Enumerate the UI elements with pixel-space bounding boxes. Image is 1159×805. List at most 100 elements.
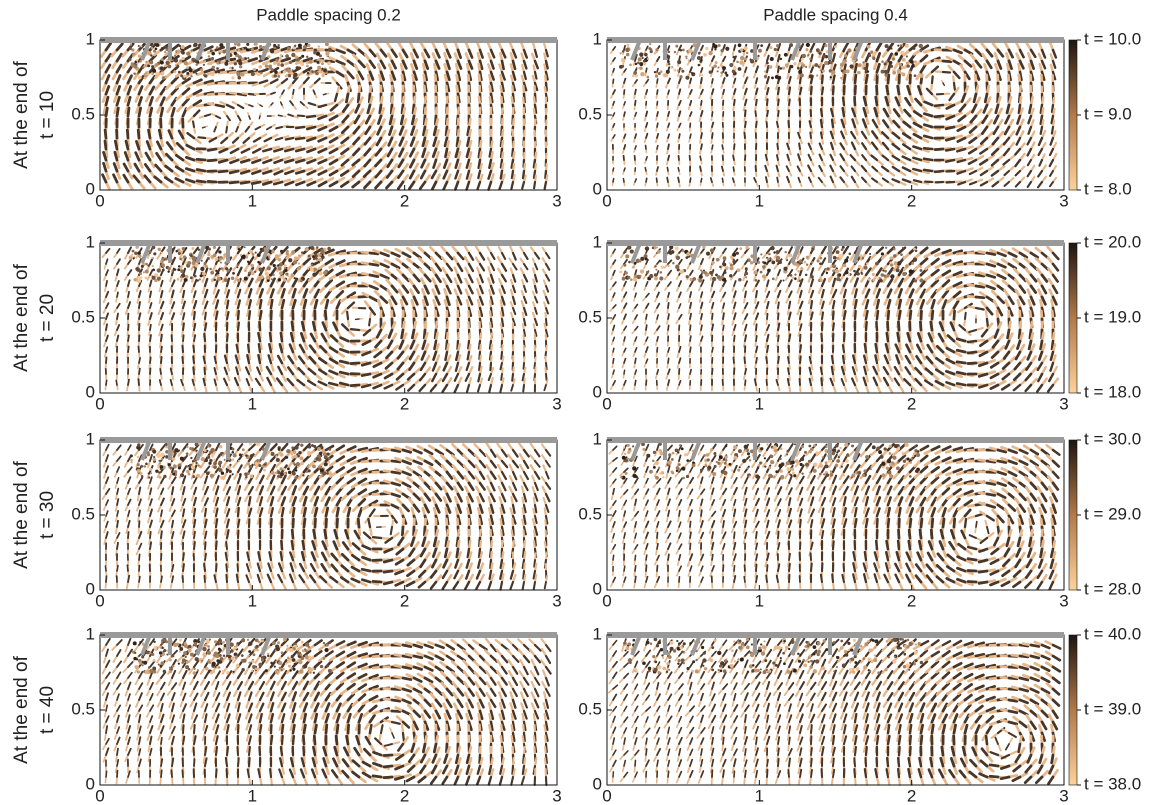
streak	[613, 359, 614, 363]
streak	[899, 385, 903, 391]
streak	[925, 102, 932, 105]
particle	[323, 271, 327, 275]
streak	[512, 171, 513, 178]
streak	[679, 281, 681, 286]
streak	[851, 155, 855, 160]
particle	[251, 48, 254, 51]
particle	[267, 55, 270, 58]
particle	[178, 252, 181, 255]
particle	[185, 275, 188, 278]
streak	[139, 302, 140, 308]
streak	[194, 312, 195, 319]
particle	[135, 267, 139, 271]
streak	[855, 86, 856, 94]
streak	[523, 385, 524, 391]
particle	[238, 248, 240, 250]
streak	[873, 120, 877, 127]
streak	[106, 54, 110, 61]
streak	[186, 180, 194, 182]
streak	[366, 127, 370, 134]
streak	[271, 80, 277, 83]
particle	[160, 71, 164, 75]
streak	[800, 247, 803, 253]
particle	[801, 58, 804, 61]
streak	[392, 297, 396, 304]
streak	[414, 275, 419, 281]
streak	[390, 116, 392, 124]
particle	[717, 70, 719, 72]
particle	[194, 275, 197, 278]
streak	[421, 363, 425, 370]
streak	[921, 300, 924, 308]
streak	[811, 66, 813, 72]
particle	[301, 55, 304, 58]
particle	[132, 250, 135, 253]
streak	[690, 281, 693, 286]
particle	[711, 66, 713, 68]
streak	[756, 291, 757, 297]
streak	[535, 275, 537, 282]
streak	[841, 132, 844, 138]
streak	[204, 356, 205, 363]
streak	[444, 363, 447, 370]
streak	[410, 352, 414, 359]
streak	[646, 112, 647, 116]
particle	[824, 44, 827, 47]
streak	[535, 50, 537, 57]
particle	[668, 63, 671, 66]
streak	[216, 312, 217, 319]
particle	[211, 72, 215, 76]
streak	[866, 385, 868, 392]
particle	[137, 251, 140, 254]
streak	[635, 282, 636, 286]
particle	[203, 64, 205, 66]
colorbar-tick-label: t = 10.0	[1084, 29, 1141, 48]
particle	[193, 68, 195, 70]
streak	[124, 175, 128, 182]
streak	[906, 356, 910, 363]
streak	[811, 44, 814, 50]
streak	[842, 379, 844, 385]
streak	[326, 250, 333, 253]
streak	[985, 94, 987, 102]
streak	[513, 72, 515, 80]
streak	[376, 160, 381, 166]
particle	[746, 76, 748, 78]
streak	[106, 380, 107, 385]
particle	[183, 75, 186, 78]
streak	[936, 370, 943, 374]
streak	[798, 178, 800, 182]
particle	[293, 260, 297, 264]
streak	[778, 88, 779, 94]
streak	[524, 253, 528, 259]
particle	[315, 72, 319, 76]
streak	[787, 177, 789, 182]
particle	[703, 53, 707, 57]
streak	[777, 178, 778, 182]
particle	[149, 251, 151, 253]
streak	[362, 374, 370, 376]
particle	[200, 68, 203, 71]
streak	[844, 290, 846, 297]
particle	[814, 63, 818, 67]
particle	[867, 70, 870, 73]
streak	[309, 103, 315, 105]
streak	[444, 182, 447, 189]
streak	[469, 264, 473, 271]
particle	[154, 279, 157, 282]
streak	[624, 348, 626, 352]
streak	[899, 289, 902, 297]
particle	[862, 61, 864, 63]
streak	[150, 270, 152, 275]
streak	[126, 141, 128, 149]
particle	[160, 260, 164, 264]
streak	[613, 293, 615, 297]
streak	[501, 171, 502, 178]
streak	[789, 247, 792, 253]
streak	[399, 149, 403, 156]
streak	[678, 178, 679, 182]
particle	[908, 71, 911, 74]
streak	[455, 279, 458, 286]
streak	[205, 69, 213, 72]
streak	[522, 182, 524, 188]
